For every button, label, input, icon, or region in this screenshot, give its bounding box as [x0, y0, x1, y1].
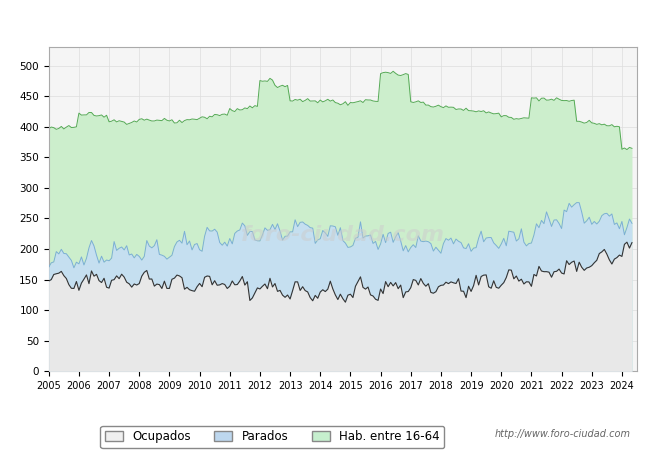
Text: Cogollos de Guadix - Evolucion de la poblacion en edad de Trabajar Mayo de 2024: Cogollos de Guadix - Evolucion de la pob…: [67, 13, 583, 26]
Text: foro-ciudad.com: foro-ciudad.com: [241, 225, 445, 245]
Legend: Ocupados, Parados, Hab. entre 16-64: Ocupados, Parados, Hab. entre 16-64: [100, 426, 445, 448]
Text: http://www.foro-ciudad.com: http://www.foro-ciudad.com: [495, 429, 630, 439]
